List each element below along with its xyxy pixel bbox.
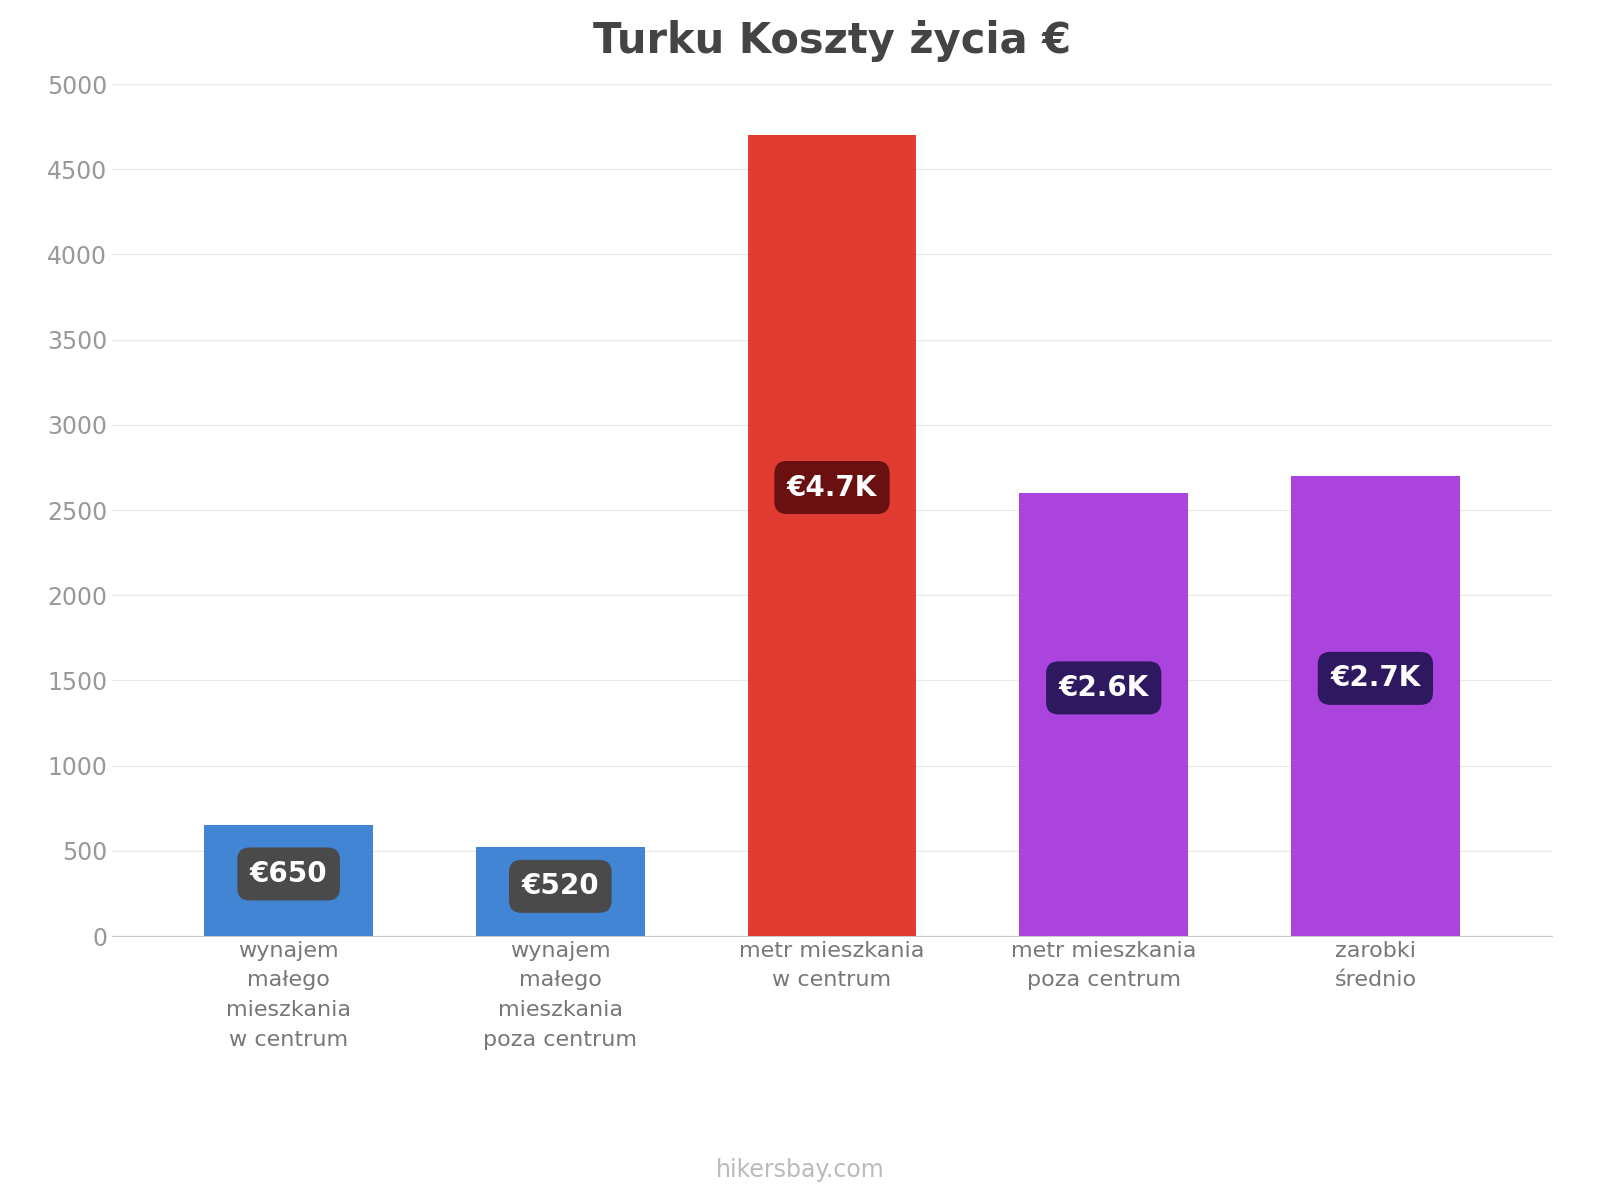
Text: €4.7K: €4.7K <box>787 474 877 502</box>
Bar <box>1019 493 1187 936</box>
Title: Turku Koszty życia €: Turku Koszty życia € <box>594 20 1070 62</box>
Text: hikersbay.com: hikersbay.com <box>715 1158 885 1182</box>
Bar <box>1291 476 1459 936</box>
Text: €520: €520 <box>522 872 598 900</box>
Bar <box>205 826 373 936</box>
Text: €2.7K: €2.7K <box>1330 665 1421 692</box>
Bar <box>477 847 645 936</box>
Bar <box>747 136 917 936</box>
Text: €650: €650 <box>250 860 328 888</box>
Text: €2.6K: €2.6K <box>1059 674 1149 702</box>
